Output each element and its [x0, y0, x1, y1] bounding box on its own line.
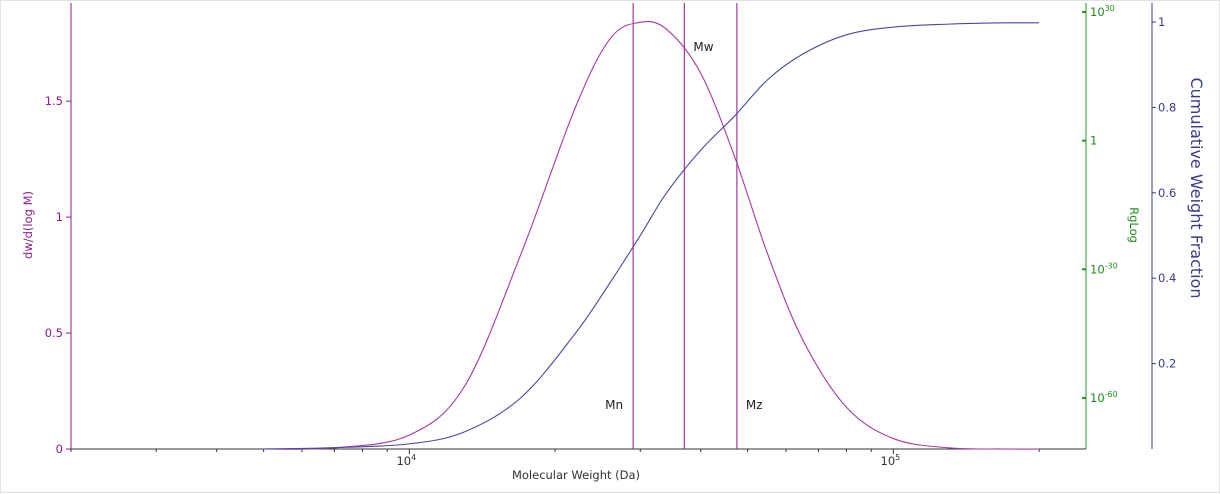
distribution-point — [409, 434, 410, 435]
rglog-tick-base: 1 — [1090, 134, 1097, 148]
distribution-point — [1038, 448, 1039, 449]
cumulative-point — [520, 397, 521, 398]
distribution-point — [802, 339, 803, 340]
cumulative-curve — [263, 22, 1040, 450]
cumulative-point — [263, 448, 264, 449]
marker-label-mz: Mz — [746, 398, 763, 412]
cumulative-point — [1038, 22, 1039, 23]
cumulative-point — [700, 150, 701, 151]
left-y-tick-label: 1.5 — [45, 94, 63, 108]
cumulative-point — [846, 34, 847, 35]
cumulative-point — [334, 447, 335, 448]
cumulative-point — [767, 79, 768, 80]
cumulative-axis-title: Cumulative Weight Fraction — [1187, 77, 1206, 298]
cumulative-point — [1004, 22, 1005, 23]
cumulative-tick-label: 0.4 — [1158, 271, 1176, 285]
rglog-tick-label: 1030 — [1090, 4, 1115, 19]
cumulative-point — [734, 115, 735, 116]
marker-label-mw: Mw — [693, 40, 713, 54]
cumulative-point — [610, 282, 611, 283]
distribution-point — [610, 38, 611, 39]
cumulative-point — [802, 53, 803, 54]
rglog-tick-label: 10-30 — [1090, 261, 1118, 276]
rglog-axis-title: RgLog — [1127, 207, 1141, 243]
x-tick-base: 10 — [881, 454, 896, 468]
x-tick-label: 105 — [881, 453, 901, 468]
left-y-tick-label: 0.5 — [45, 326, 63, 340]
rglog-tick-exp: -30 — [1105, 261, 1118, 270]
x-tick-label: 104 — [396, 453, 416, 468]
distribution-point — [1004, 448, 1005, 449]
rglog-tick-base: 10 — [1090, 391, 1105, 405]
cumulative-point — [666, 192, 667, 193]
distribution-point — [948, 447, 949, 448]
distribution-point — [700, 73, 701, 74]
x-tick-exp: 5 — [895, 453, 900, 462]
left-y-tick-label: 0 — [56, 442, 63, 456]
cumulative-point — [893, 27, 894, 28]
cumulative-point — [409, 443, 410, 444]
cumulative-point — [640, 235, 641, 236]
distribution-point — [846, 407, 847, 408]
distribution-point — [574, 108, 575, 109]
rglog-tick-exp: 30 — [1105, 4, 1115, 13]
marker-label-mn: Mn — [605, 398, 623, 412]
distribution-curve — [263, 21, 1040, 450]
cumulative-point — [464, 431, 465, 432]
left-y-axis-title: dw/d(log M) — [21, 191, 35, 259]
rglog-tick-label: 10-60 — [1090, 390, 1118, 405]
cumulative-point — [948, 24, 949, 25]
cumulative-tick-label: 0.2 — [1158, 357, 1176, 371]
distribution-point — [666, 29, 667, 30]
x-tick-base: 10 — [396, 454, 411, 468]
distribution-point — [893, 438, 894, 439]
rglog-tick-base: 10 — [1090, 5, 1105, 19]
distribution-point — [767, 254, 768, 255]
distribution-point — [640, 22, 641, 23]
distribution-point — [734, 156, 735, 157]
cumulative-point — [574, 333, 575, 334]
x-tick-exp: 4 — [411, 453, 416, 462]
cumulative-tick-label: 1 — [1158, 15, 1165, 29]
cumulative-tick-label: 0.8 — [1158, 100, 1176, 114]
x-axis-title: Molecular Weight (Da) — [512, 468, 640, 482]
rglog-tick-exp: -60 — [1105, 390, 1118, 399]
rglog-tick-base: 10 — [1090, 262, 1105, 276]
distribution-point — [520, 254, 521, 255]
rglog-tick-label: 1 — [1090, 134, 1097, 148]
distribution-point — [464, 386, 465, 387]
left-y-tick-label: 1 — [56, 210, 63, 224]
cumulative-tick-label: 0.6 — [1158, 186, 1176, 200]
